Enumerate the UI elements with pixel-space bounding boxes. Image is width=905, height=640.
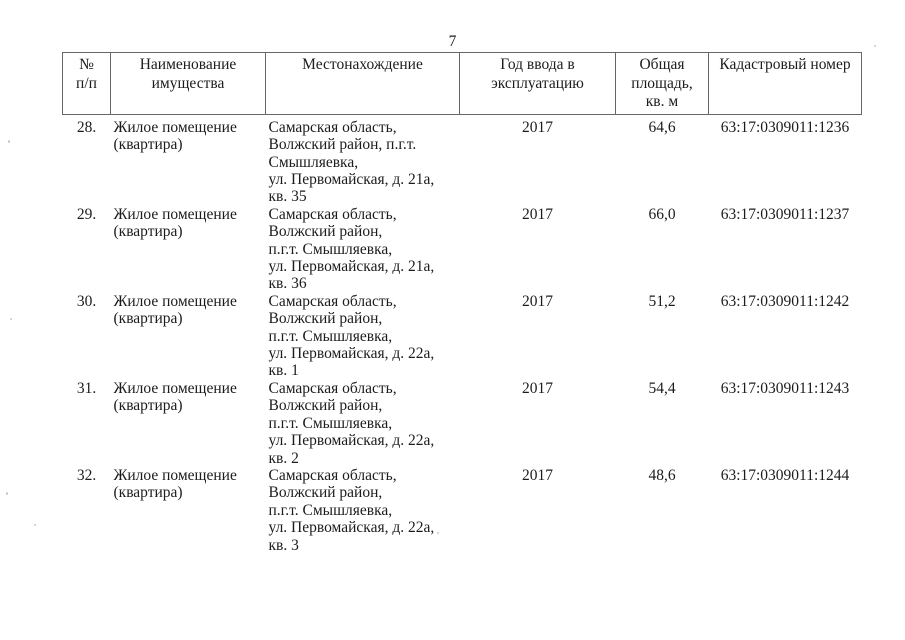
col-header-year: Год ввода в эксплуатацию <box>459 52 616 115</box>
cell-location: Самарская область, Волжский район, п.г.т… <box>266 467 460 554</box>
name-line: Жилое помещение <box>113 466 237 484</box>
col-header-area-line1: Общая <box>639 56 685 73</box>
col-header-year-line1: Год ввода в <box>500 56 575 73</box>
col-header-num-line2: п/п <box>76 74 97 92</box>
table-row: 28. Жилое помещение (квартира) Самарская… <box>63 114 862 206</box>
scan-speck <box>874 45 876 47</box>
cell-area: 66,0 <box>648 205 676 223</box>
location-line: ул. Первомайская, д. 21а, <box>268 258 435 276</box>
cell-year: 2017 <box>522 466 553 484</box>
cell-cadastral: 63:17:0309011:1242 <box>720 292 850 310</box>
cell-name: Жилое помещение (квартира) <box>111 206 266 293</box>
name-line: Жилое помещение <box>113 379 237 397</box>
location-line: Самарская область, <box>268 379 397 397</box>
cell-num: 30. <box>76 292 97 310</box>
cell-cadastral: 63:17:0309011:1236 <box>720 118 850 136</box>
col-header-location-line1: Местонахождение <box>302 56 423 73</box>
location-line: кв. 2 <box>268 449 299 467</box>
location-line: Волжский район, <box>268 484 383 502</box>
location-line: п.г.т. Смышляевка, <box>268 240 393 258</box>
property-table: № п/п Наименование имущества Местонахожд… <box>62 52 862 554</box>
cell-year: 2017 <box>522 118 553 136</box>
location-line: кв. 36 <box>268 275 307 293</box>
location-line: п.г.т. Смышляевка, <box>268 414 393 432</box>
location-line: ул. Первомайская, д. 21а, <box>268 171 435 188</box>
cell-cadastral: 63:17:0309011:1237 <box>720 205 850 223</box>
col-header-area-line3: кв. м <box>645 93 679 111</box>
table-body: 28. Жилое помещение (квартира) Самарская… <box>63 114 862 554</box>
scan-speck <box>6 492 8 495</box>
col-header-num: № п/п <box>62 52 111 115</box>
location-line: ул. Первомайская, д. 22а, <box>268 432 435 450</box>
col-header-num-line1: № <box>79 56 94 73</box>
col-header-name-line1: Наименование <box>139 56 237 73</box>
cell-year: 2017 <box>522 205 553 223</box>
location-line: Волжский район, п.г.т. <box>268 136 417 154</box>
name-line: Жилое помещение <box>113 205 237 223</box>
cell-location: Самарская область, Волжский район, п.г.т… <box>266 114 460 206</box>
cell-location: Самарская область, Волжский район, п.г.т… <box>266 380 460 467</box>
col-header-name-line2: имущества <box>151 74 225 92</box>
cell-location: Самарская область, Волжский район, п.г.т… <box>266 293 460 380</box>
cell-area: 64,6 <box>648 118 676 136</box>
location-line: кв. 3 <box>268 536 299 554</box>
location-line: Самарская область, <box>268 466 397 484</box>
cell-cadastral: 63:17:0309011:1244 <box>720 466 850 484</box>
name-line: Жилое помещение <box>113 292 237 310</box>
name-line: (квартира) <box>113 484 183 502</box>
name-line: Жилое помещение <box>113 118 237 136</box>
location-line: Волжский район, <box>268 397 383 415</box>
cell-cadastral: 63:17:0309011:1243 <box>720 379 850 397</box>
location-line: Смышляевка, <box>268 153 359 171</box>
location-line: ул. Первомайская, д. 22а, <box>268 345 435 363</box>
table-row: 29. Жилое помещение (квартира) Самарская… <box>63 206 862 293</box>
cell-location: Самарская область, Волжский район, п.г.т… <box>266 206 460 293</box>
col-header-cadastral: Кадастровый номер <box>708 52 862 115</box>
cell-year: 2017 <box>522 292 553 310</box>
location-line: Самарская область, <box>268 205 397 223</box>
cell-name: Жилое помещение (квартира) <box>111 380 266 467</box>
location-line: кв. 35 <box>268 188 307 206</box>
location-line: п.г.т. Смышляевка, <box>268 501 393 519</box>
table-header: № п/п Наименование имущества Местонахожд… <box>62 52 862 115</box>
col-header-area: Общая площадь, кв. м <box>615 52 709 115</box>
location-line: кв. 1 <box>268 362 299 380</box>
table-row: 30. Жилое помещение (квартира) Самарская… <box>63 293 862 380</box>
cell-num: 28. <box>76 118 97 136</box>
col-header-name: Наименование имущества <box>110 52 266 115</box>
table-row: 31. Жилое помещение (квартира) Самарская… <box>63 380 862 467</box>
page-number: 7 <box>448 33 457 50</box>
table-row: 32. Жилое помещение (квартира) Самарская… <box>63 467 862 554</box>
cell-name: Жилое помещение (квартира) <box>111 114 266 206</box>
cell-area: 51,2 <box>648 292 676 310</box>
col-header-area-line2: площадь, <box>631 74 693 92</box>
name-line: (квартира) <box>113 136 183 154</box>
cell-num: 31. <box>76 379 97 397</box>
scan-speck <box>10 318 12 320</box>
cell-year: 2017 <box>522 379 553 397</box>
cell-area: 54,4 <box>648 379 676 397</box>
location-line: Волжский район, <box>268 310 383 328</box>
cell-num: 32. <box>76 466 97 484</box>
name-line: (квартира) <box>113 310 183 328</box>
location-line: Волжский район, <box>268 223 383 241</box>
location-line: п.г.т. Смышляевка, <box>268 327 393 345</box>
location-line: Самарская область, <box>268 292 397 310</box>
cell-name: Жилое помещение (квартира) <box>111 293 266 380</box>
header-row: № п/п Наименование имущества Местонахожд… <box>62 52 862 115</box>
col-header-cadastral-line1: Кадастровый номер <box>719 56 851 73</box>
scan-speck <box>34 524 36 526</box>
scan-speck <box>437 532 439 534</box>
cell-area: 48,6 <box>648 466 676 484</box>
col-header-location: Местонахождение <box>265 52 460 115</box>
cell-num: 29. <box>76 205 97 223</box>
name-line: (квартира) <box>113 397 183 415</box>
scan-speck <box>8 140 10 143</box>
location-line: Самарская область, <box>268 118 397 136</box>
cell-name: Жилое помещение (квартира) <box>111 467 266 554</box>
location-line: ул. Первомайская, д. 22а, <box>268 519 435 537</box>
col-header-year-line2: эксплуатацию <box>491 74 584 92</box>
name-line: (квартира) <box>113 223 183 241</box>
